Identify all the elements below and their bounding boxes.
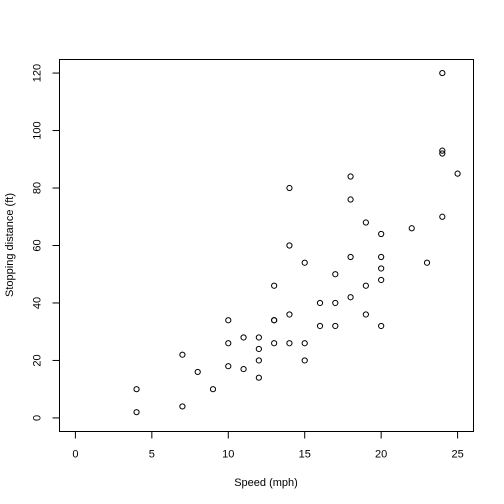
data-point	[255, 357, 262, 364]
data-point	[255, 345, 262, 353]
data-point	[286, 311, 293, 318]
data-point	[286, 340, 293, 347]
data-point	[408, 225, 415, 232]
x-axis: 0 5 10 15 20 25	[72, 431, 464, 461]
data-point	[255, 374, 262, 381]
x-tick-label: 15	[299, 449, 311, 461]
data-point	[271, 317, 278, 324]
x-axis-title: Speed (mph)	[234, 477, 298, 489]
data-point	[209, 386, 217, 393]
data-point	[347, 173, 354, 180]
data-point	[301, 357, 308, 364]
data-point	[301, 259, 308, 266]
data-point	[362, 219, 369, 226]
data-point	[316, 322, 324, 330]
y-tick-label: 20	[32, 354, 44, 366]
data-point	[179, 403, 186, 410]
data-point	[347, 294, 354, 301]
data-point	[225, 363, 232, 370]
data-point	[439, 147, 446, 154]
data-point	[378, 276, 385, 284]
y-tick-label: 60	[32, 239, 44, 251]
data-point	[439, 69, 446, 77]
plot-frame	[59, 59, 474, 432]
y-tick-label: 80	[32, 182, 44, 194]
x-tick-label: 5	[149, 449, 155, 461]
x-tick-label: 20	[375, 449, 387, 461]
y-axis: 0 20 40 60 80 100 120	[32, 64, 60, 421]
data-point	[194, 368, 201, 376]
data-point	[286, 242, 293, 249]
data-point	[439, 213, 446, 220]
y-tick-label: 100	[32, 121, 44, 139]
data-point	[332, 271, 339, 278]
x-tick-label: 10	[222, 449, 234, 461]
data-point	[286, 184, 293, 192]
data-points	[133, 69, 461, 416]
data-point	[332, 299, 339, 307]
data-point	[362, 282, 369, 289]
data-point	[271, 282, 278, 289]
y-axis-title: Stopping distance (ft)	[4, 193, 16, 297]
data-point	[347, 253, 354, 261]
x-tick-label: 0	[72, 449, 78, 461]
data-point	[316, 299, 324, 307]
data-point	[423, 259, 431, 266]
data-point	[439, 150, 446, 157]
data-point	[271, 340, 278, 347]
data-point	[347, 196, 354, 203]
data-point	[179, 351, 186, 358]
x-tick-label: 25	[451, 449, 463, 461]
data-point	[301, 340, 308, 347]
data-point	[362, 311, 369, 318]
data-point	[332, 322, 339, 330]
data-point	[133, 386, 140, 393]
y-tick-label: 40	[32, 297, 44, 309]
data-point	[378, 253, 385, 261]
data-point	[378, 322, 385, 330]
data-point	[240, 334, 247, 341]
y-tick-label: 120	[32, 64, 44, 82]
y-tick-label: 0	[32, 415, 44, 421]
data-point	[225, 340, 232, 347]
data-point	[378, 265, 385, 272]
data-point	[378, 230, 385, 238]
data-point	[133, 409, 140, 416]
data-point	[240, 365, 247, 373]
data-point	[255, 334, 262, 341]
data-point	[225, 317, 232, 324]
data-point	[454, 170, 461, 177]
